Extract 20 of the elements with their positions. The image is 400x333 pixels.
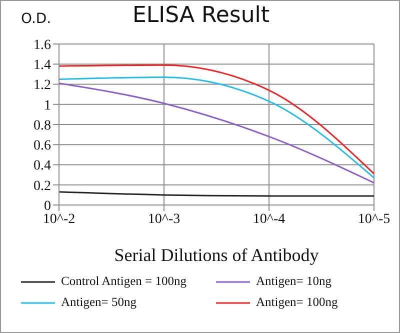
y-tick-label: 0.8 [34,118,51,134]
x-axis-title: Serial Dilutions of Antibody [114,245,319,265]
chart-title: ELISA Result [132,3,270,28]
x-tick-label: 10^-3 [148,212,180,227]
x-tick-label: 10^-4 [252,212,286,227]
y-tick-label: 1.2 [34,78,51,94]
y-tick-label: 0.2 [34,178,51,194]
y-tick-label: 0.6 [34,138,51,154]
y-tick-label: 1 [44,98,51,114]
y-tick-label: 0.4 [34,158,51,174]
legend-label: Control Antigen = 100ng [61,274,186,289]
y-tick-label: 1.6 [34,38,51,53]
legend-label: Antigen= 100ng [256,295,338,310]
legend-label: Antigen= 50ng [61,295,136,310]
legend-label: Antigen= 10ng [256,274,332,289]
x-tick-label: 10^-5 [358,212,390,227]
y-tick-label: 1.4 [34,58,51,74]
y-axis-title: O.D. [21,11,52,27]
y-tick-label: 0 [44,198,51,214]
x-tick-label: 10^-2 [42,212,76,227]
